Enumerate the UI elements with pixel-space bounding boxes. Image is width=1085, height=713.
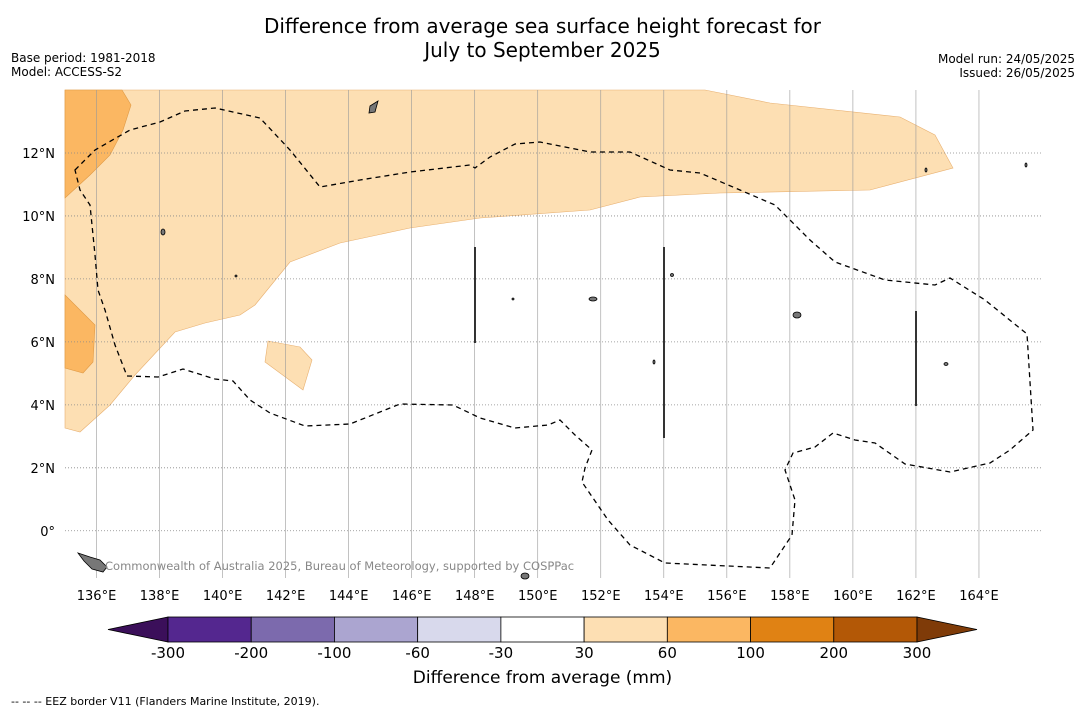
issued-date: Issued: 26/05/2025 bbox=[959, 66, 1075, 80]
anomaly-60-100-northwest bbox=[64, 89, 132, 199]
colorbar-tick-label: -300 bbox=[151, 644, 185, 662]
longitude-label: 150°E bbox=[518, 589, 558, 604]
island-dot-1 bbox=[670, 273, 674, 277]
colorbar-title: Difference from average (mm) bbox=[412, 668, 673, 688]
latitude-label: 0° bbox=[40, 525, 55, 540]
island-yap bbox=[160, 228, 166, 236]
eez-borders bbox=[74, 107, 1034, 569]
eez-border-north bbox=[74, 107, 1034, 569]
island-small-south bbox=[520, 572, 530, 580]
map-title: Difference from average sea surface heig… bbox=[0, 14, 1085, 62]
model-run: Model run: 24/05/2025 bbox=[937, 52, 1075, 66]
latitude-labels: 0° 2°N 4°N 6°N 8°N 10°N 12°N bbox=[22, 147, 55, 540]
title-line-1: Difference from average sea surface heig… bbox=[263, 14, 822, 38]
island-dot-4 bbox=[924, 167, 928, 173]
longitude-label: 152°E bbox=[581, 589, 621, 604]
latitude-label: 10°N bbox=[22, 210, 55, 225]
longitude-label: 142°E bbox=[266, 589, 306, 604]
latitude-label: 8°N bbox=[31, 273, 56, 288]
colorbar-tick-label: -30 bbox=[489, 644, 514, 662]
boundary-markers bbox=[474, 247, 917, 438]
colorbar-bin bbox=[334, 616, 419, 643]
map-panel: Commonwealth of Australia 2025, Bureau o… bbox=[64, 89, 1042, 580]
longitude-label: 136°E bbox=[77, 589, 117, 604]
meta-right: Model run: 24/05/2025 Issued: 26/05/2025 bbox=[938, 52, 1075, 80]
colorbar-tick-label: 30 bbox=[575, 644, 594, 662]
longitude-label: 160°E bbox=[833, 589, 873, 604]
island-pohnpei bbox=[792, 311, 802, 319]
latitude-label: 4°N bbox=[31, 399, 56, 414]
longitude-label: 146°E bbox=[392, 589, 432, 604]
colorbar-tick-label: 60 bbox=[658, 644, 677, 662]
longitude-label: 158°E bbox=[770, 589, 810, 604]
island-dot-2 bbox=[234, 274, 238, 278]
colorbar-tick-label: -200 bbox=[234, 644, 268, 662]
colorbar-tick-label: -60 bbox=[405, 644, 430, 662]
colorbar-tick-label: -100 bbox=[317, 644, 351, 662]
islands bbox=[76, 100, 1028, 580]
colorbar-bin bbox=[583, 616, 668, 643]
colorbar bbox=[107, 616, 978, 643]
colorbar-tick-label: 200 bbox=[819, 644, 848, 662]
colorbar-extend-low bbox=[107, 616, 169, 643]
longitude-label: 140°E bbox=[203, 589, 243, 604]
colorbar-tick-label: 100 bbox=[736, 644, 765, 662]
eez-footnote: -- -- -- EEZ border V11 (Flanders Marine… bbox=[11, 695, 320, 708]
longitude-label: 164°E bbox=[959, 589, 999, 604]
island-kosrae bbox=[943, 362, 949, 366]
longitude-label: 162°E bbox=[896, 589, 936, 604]
island-dot-6 bbox=[511, 297, 515, 301]
anomaly-30-60-north-band bbox=[64, 89, 954, 433]
longitude-label: 144°E bbox=[329, 589, 369, 604]
longitude-label: 154°E bbox=[644, 589, 684, 604]
anomaly-60-100-west bbox=[64, 294, 96, 374]
colorbar-bin bbox=[833, 616, 918, 643]
colorbar-tick-label: 300 bbox=[903, 644, 932, 662]
base-period: Base period: 1981-2018 bbox=[11, 51, 156, 65]
latitude-label: 6°N bbox=[31, 336, 56, 351]
island-chuuk bbox=[588, 296, 598, 302]
anomaly-30-60-island bbox=[264, 340, 313, 391]
longitude-label: 138°E bbox=[140, 589, 180, 604]
title-line-2: July to September 2025 bbox=[424, 38, 661, 62]
latitude-label: 12°N bbox=[22, 147, 55, 162]
colorbar-bin bbox=[167, 616, 252, 643]
longitude-labels: 136°E 138°E 140°E 142°E 144°E 146°E 148°E 150°E… bbox=[77, 589, 999, 604]
island-dot-5 bbox=[652, 359, 656, 365]
colorbar-bin bbox=[250, 616, 335, 643]
colorbar-bin bbox=[500, 616, 585, 643]
meta-left: Base period: 1981-2018 Model: ACCESS-S2 bbox=[11, 51, 156, 79]
longitude-label: 148°E bbox=[455, 589, 495, 604]
colorbar-bin bbox=[417, 616, 502, 643]
colorbar-extend-high bbox=[916, 616, 978, 643]
island-new-guinea-north bbox=[76, 552, 108, 573]
colorbar-bin bbox=[750, 616, 835, 643]
island-guam bbox=[368, 100, 379, 114]
colorbar-labels: -300 -200 -100 -60 -30 30 60 100 200 300 bbox=[151, 644, 931, 662]
colorbar-bin bbox=[666, 616, 751, 643]
copyright-notice: Commonwealth of Australia 2025, Bureau o… bbox=[105, 559, 574, 573]
longitude-label: 156°E bbox=[707, 589, 747, 604]
latitude-label: 2°N bbox=[31, 462, 56, 477]
model-name: Model: ACCESS-S2 bbox=[11, 65, 123, 79]
island-dot-3 bbox=[1024, 162, 1028, 168]
